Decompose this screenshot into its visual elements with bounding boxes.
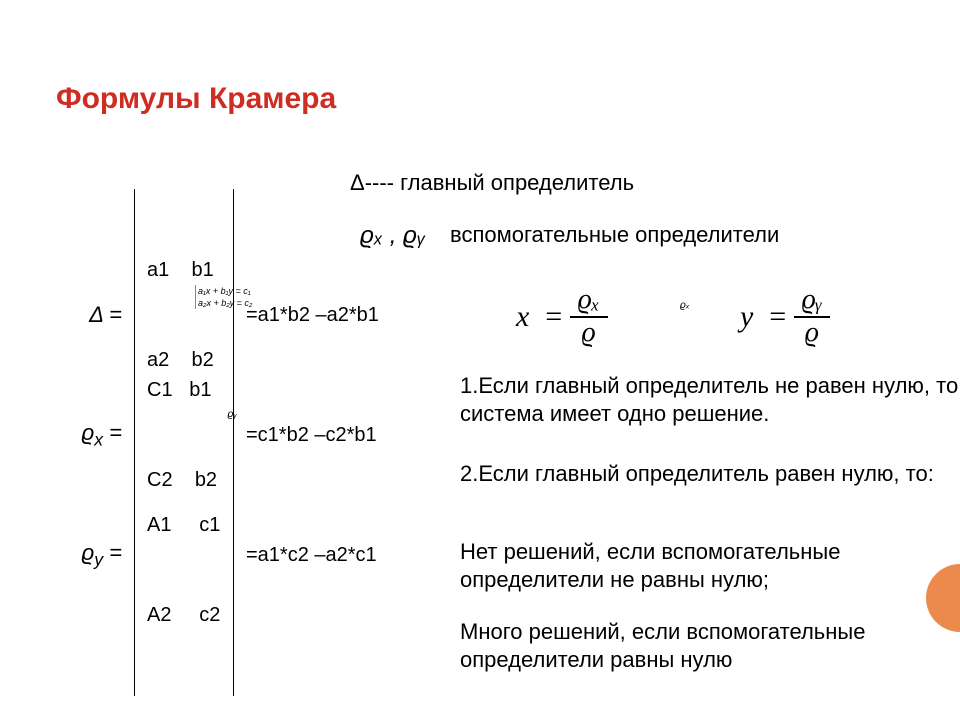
- rhoy-matrix: ϱᵧ A1 c1 A2 c2: [134, 414, 234, 696]
- formula-x-var: x: [516, 300, 529, 334]
- delta-lhs: Δ =: [56, 302, 126, 328]
- rhox-m12: b1: [189, 379, 211, 401]
- formula-x-num: ϱₓ: [570, 285, 608, 318]
- rhoy-m11: A1: [147, 514, 171, 536]
- rhoy-sub: y: [94, 549, 103, 569]
- formula-y: y = ϱᵧ ϱ: [740, 285, 830, 349]
- rho-symbols: ϱₓ , ϱᵧ: [360, 222, 426, 250]
- formula-x: x = ϱₓ ϱ: [516, 285, 608, 349]
- rhox-rhs: =c1*b2 –c2*b1: [246, 424, 377, 447]
- formula-x-frac: ϱₓ ϱ: [570, 285, 608, 349]
- formula-y-num: ϱᵧ: [794, 285, 831, 318]
- delta-rhs: =a1*b2 –a2*b1: [246, 304, 379, 327]
- slide-title: Формулы Крамера: [56, 82, 336, 116]
- delta-m11: a1: [147, 259, 169, 281]
- determinant-rho-y: ϱy = ϱᵧ A1 c1 A2 c2 =a1*c2 –a2*c1: [56, 515, 377, 595]
- rhoy-rhs: =a1*c2 –a2*c1: [246, 544, 377, 567]
- formula-y-frac: ϱᵧ ϱ: [794, 285, 831, 349]
- rhoy-sym: ϱ: [81, 540, 94, 565]
- formula-y-var: y: [740, 300, 753, 334]
- tiny-rho-x: ϱₓ: [680, 300, 690, 311]
- rhox-sub: x: [94, 429, 103, 449]
- rhoy-lhs: ϱy =: [56, 540, 126, 570]
- rhox-lhs: ϱx =: [56, 420, 126, 450]
- rhox-sym: ϱ: [81, 420, 94, 445]
- explain-p3: Нет решений, если вспомогательные опреде…: [460, 538, 960, 593]
- formula-x-den: ϱ: [574, 318, 604, 349]
- rhox-m11: C1: [147, 379, 173, 401]
- rhoy-m12: c1: [199, 514, 220, 536]
- delta-m12: b1: [191, 259, 213, 281]
- explain-p4: Много решений, если вспомогательные опре…: [460, 618, 960, 673]
- tiny-rho-y: ϱᵧ: [228, 400, 237, 430]
- main-det-label: главный определитель: [400, 170, 634, 195]
- rhoy-m22: c2: [199, 604, 220, 626]
- delta-symbol: Δ----: [350, 170, 394, 195]
- aux-det-label: вспомогательные определители: [450, 222, 779, 248]
- definition-main-determinant: Δ---- главный определитель: [350, 170, 634, 196]
- equals-icon: =: [543, 300, 563, 334]
- formula-y-den: ϱ: [797, 318, 827, 349]
- equals-icon: =: [767, 300, 787, 334]
- rhoy-m21: A2: [147, 604, 171, 626]
- explain-p1: 1.Если главный определитель не равен нул…: [460, 372, 960, 427]
- explain-p2: 2.Если главный определитель равен нулю, …: [460, 460, 960, 488]
